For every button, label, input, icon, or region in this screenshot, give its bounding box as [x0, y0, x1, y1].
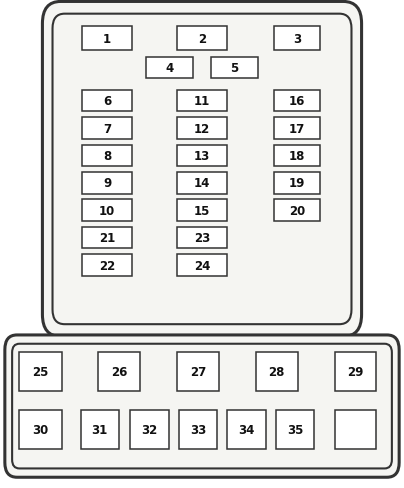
Text: 23: 23: [194, 232, 210, 244]
Bar: [177, 227, 227, 249]
Text: 30: 30: [32, 423, 48, 436]
Text: 19: 19: [289, 177, 305, 190]
Text: 22: 22: [99, 259, 115, 272]
Bar: [130, 410, 169, 449]
Bar: [146, 58, 193, 79]
Text: 2: 2: [198, 33, 206, 45]
Bar: [335, 410, 376, 449]
Text: 27: 27: [190, 366, 206, 378]
Bar: [98, 352, 141, 391]
Bar: [177, 118, 227, 140]
Bar: [211, 58, 257, 79]
Text: 13: 13: [194, 150, 210, 163]
Bar: [274, 145, 320, 167]
Text: 28: 28: [269, 366, 285, 378]
FancyBboxPatch shape: [5, 335, 399, 477]
Bar: [82, 27, 133, 51]
Bar: [274, 91, 320, 112]
Bar: [177, 145, 227, 167]
Bar: [227, 410, 266, 449]
Text: 1: 1: [103, 33, 111, 45]
Text: 14: 14: [194, 177, 210, 190]
Bar: [177, 27, 227, 51]
Text: 32: 32: [141, 423, 158, 436]
Text: 35: 35: [287, 423, 303, 436]
Text: 18: 18: [289, 150, 305, 163]
Bar: [274, 118, 320, 140]
Text: 17: 17: [289, 122, 305, 135]
Text: 6: 6: [103, 95, 111, 108]
Text: 31: 31: [92, 423, 108, 436]
Text: 34: 34: [238, 423, 255, 436]
Text: 4: 4: [166, 62, 174, 75]
Text: 33: 33: [190, 423, 206, 436]
Bar: [276, 410, 314, 449]
Text: 12: 12: [194, 122, 210, 135]
Bar: [179, 410, 217, 449]
Text: 8: 8: [103, 150, 111, 163]
Bar: [82, 145, 133, 167]
Bar: [274, 27, 320, 51]
Text: 16: 16: [289, 95, 305, 108]
Bar: [19, 410, 61, 449]
Text: 5: 5: [230, 62, 238, 75]
Bar: [81, 410, 119, 449]
Bar: [82, 255, 133, 276]
FancyBboxPatch shape: [42, 2, 362, 337]
Text: 7: 7: [103, 122, 111, 135]
Bar: [82, 227, 133, 249]
Bar: [177, 91, 227, 112]
Text: 3: 3: [293, 33, 301, 45]
Bar: [177, 352, 219, 391]
Bar: [82, 118, 133, 140]
Text: 25: 25: [32, 366, 48, 378]
FancyBboxPatch shape: [12, 344, 392, 468]
Bar: [335, 352, 376, 391]
Text: 24: 24: [194, 259, 210, 272]
Text: 26: 26: [111, 366, 127, 378]
Bar: [82, 91, 133, 112]
Text: 29: 29: [347, 366, 364, 378]
Text: 11: 11: [194, 95, 210, 108]
Text: 15: 15: [194, 204, 210, 217]
Text: 20: 20: [289, 204, 305, 217]
Bar: [82, 173, 133, 194]
Bar: [274, 200, 320, 222]
Text: 21: 21: [99, 232, 115, 244]
Text: 9: 9: [103, 177, 111, 190]
Bar: [19, 352, 61, 391]
Bar: [177, 173, 227, 194]
FancyBboxPatch shape: [53, 15, 351, 325]
Bar: [82, 200, 133, 222]
Bar: [177, 200, 227, 222]
Text: 10: 10: [99, 204, 115, 217]
Bar: [256, 352, 298, 391]
Bar: [274, 173, 320, 194]
Bar: [177, 255, 227, 276]
